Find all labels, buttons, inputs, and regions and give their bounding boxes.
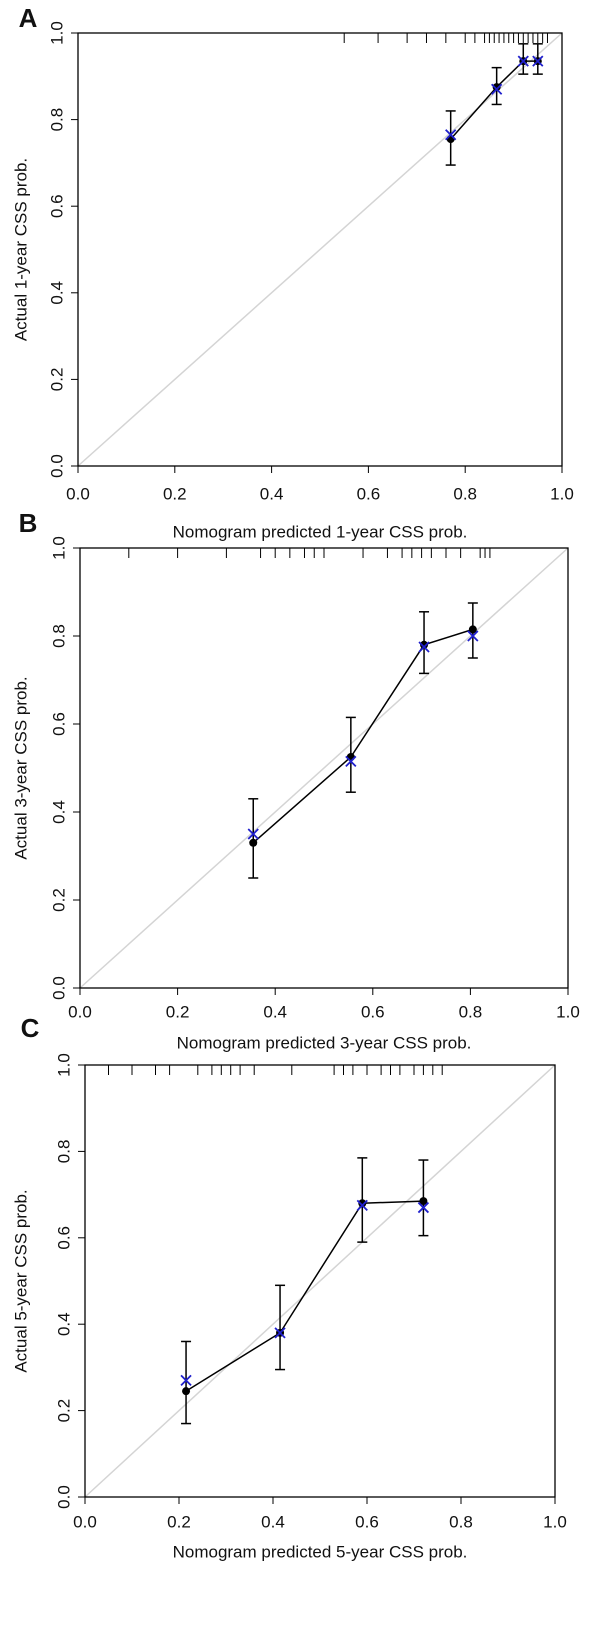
x-tick-label: 0.0 [68, 1002, 92, 1021]
y-tick-label: 0.0 [54, 1485, 73, 1509]
y-axis-label: Actual 3-year CSS prob. [11, 676, 30, 859]
observed-point [249, 838, 258, 847]
plot-box [77, 32, 563, 467]
reference-line [77, 32, 563, 467]
x-tick-label: 0.2 [163, 484, 187, 503]
x-axis-label: Nomogram predicted 1-year CSS prob. [173, 522, 468, 541]
y-tick-label: 0.6 [47, 194, 66, 218]
x-tick-label: 0.4 [263, 1002, 287, 1021]
x-tick-label: 0.8 [453, 484, 477, 503]
y-tick-label: 0.2 [47, 368, 66, 392]
y-tick-label: 0.2 [54, 1399, 73, 1423]
y-tick-label: 0.2 [49, 888, 68, 912]
observed-line [252, 628, 474, 844]
corrected-point [180, 1374, 192, 1386]
x-tick-label: 0.4 [261, 1512, 285, 1531]
y-tick-label: 0.4 [54, 1312, 73, 1336]
observed-point [468, 625, 477, 634]
corrected-point [445, 129, 457, 141]
y-axis-label: Actual 5-year CSS prob. [11, 1189, 30, 1372]
observed-point [419, 1197, 428, 1206]
corrected-point [247, 828, 259, 840]
x-tick-label: 1.0 [550, 484, 574, 503]
corrected-point [517, 55, 529, 67]
observed-line [185, 1200, 424, 1392]
x-tick-label: 0.6 [361, 1002, 385, 1021]
x-tick-label: 1.0 [556, 1002, 580, 1021]
panel-label: B [19, 508, 38, 538]
observed-point [492, 83, 501, 92]
x-tick-label: 0.0 [66, 484, 90, 503]
y-tick-label: 0.4 [47, 281, 66, 305]
y-tick-label: 0.0 [49, 976, 68, 1000]
x-tick-label: 0.4 [260, 484, 284, 503]
x-tick-label: 0.0 [73, 1512, 97, 1531]
x-axis-label: Nomogram predicted 3-year CSS prob. [177, 1033, 472, 1052]
x-axis-label: Nomogram predicted 5-year CSS prob. [173, 1542, 468, 1561]
corrected-point [274, 1327, 286, 1339]
corrected-point [491, 83, 503, 95]
corrected-point [417, 1201, 430, 1214]
plot-box [84, 1064, 556, 1498]
y-tick-label: 0.6 [49, 712, 68, 736]
reference-line [84, 1064, 556, 1498]
observed-point [420, 640, 429, 649]
observed-point [358, 1199, 367, 1208]
observed-line [450, 60, 538, 140]
panel-label: A [19, 3, 38, 33]
x-tick-label: 0.2 [167, 1512, 191, 1531]
x-tick-label: 0.6 [355, 1512, 379, 1531]
corrected-point [356, 1199, 368, 1212]
x-tick-label: 0.8 [449, 1512, 473, 1531]
observed-point [182, 1387, 191, 1396]
y-axis-label: Actual 1-year CSS prob. [11, 158, 30, 341]
corrected-point [532, 55, 544, 67]
panel-label: C [21, 1013, 40, 1043]
y-tick-label: 1.0 [47, 21, 66, 45]
y-tick-label: 0.4 [49, 800, 68, 824]
corrected-point [467, 630, 479, 642]
corrected-point [418, 641, 430, 653]
y-tick-label: 0.0 [47, 454, 66, 478]
reference-line [79, 547, 569, 989]
y-tick-label: 1.0 [49, 536, 68, 560]
x-tick-label: 0.6 [357, 484, 381, 503]
x-tick-label: 1.0 [543, 1512, 567, 1531]
y-tick-label: 0.8 [54, 1140, 73, 1164]
y-tick-label: 0.8 [49, 624, 68, 648]
y-tick-label: 0.8 [47, 108, 66, 132]
y-tick-label: 1.0 [54, 1053, 73, 1077]
x-tick-label: 0.2 [166, 1002, 190, 1021]
corrected-point [345, 755, 357, 768]
y-tick-label: 0.6 [54, 1226, 73, 1250]
x-tick-label: 0.8 [459, 1002, 483, 1021]
